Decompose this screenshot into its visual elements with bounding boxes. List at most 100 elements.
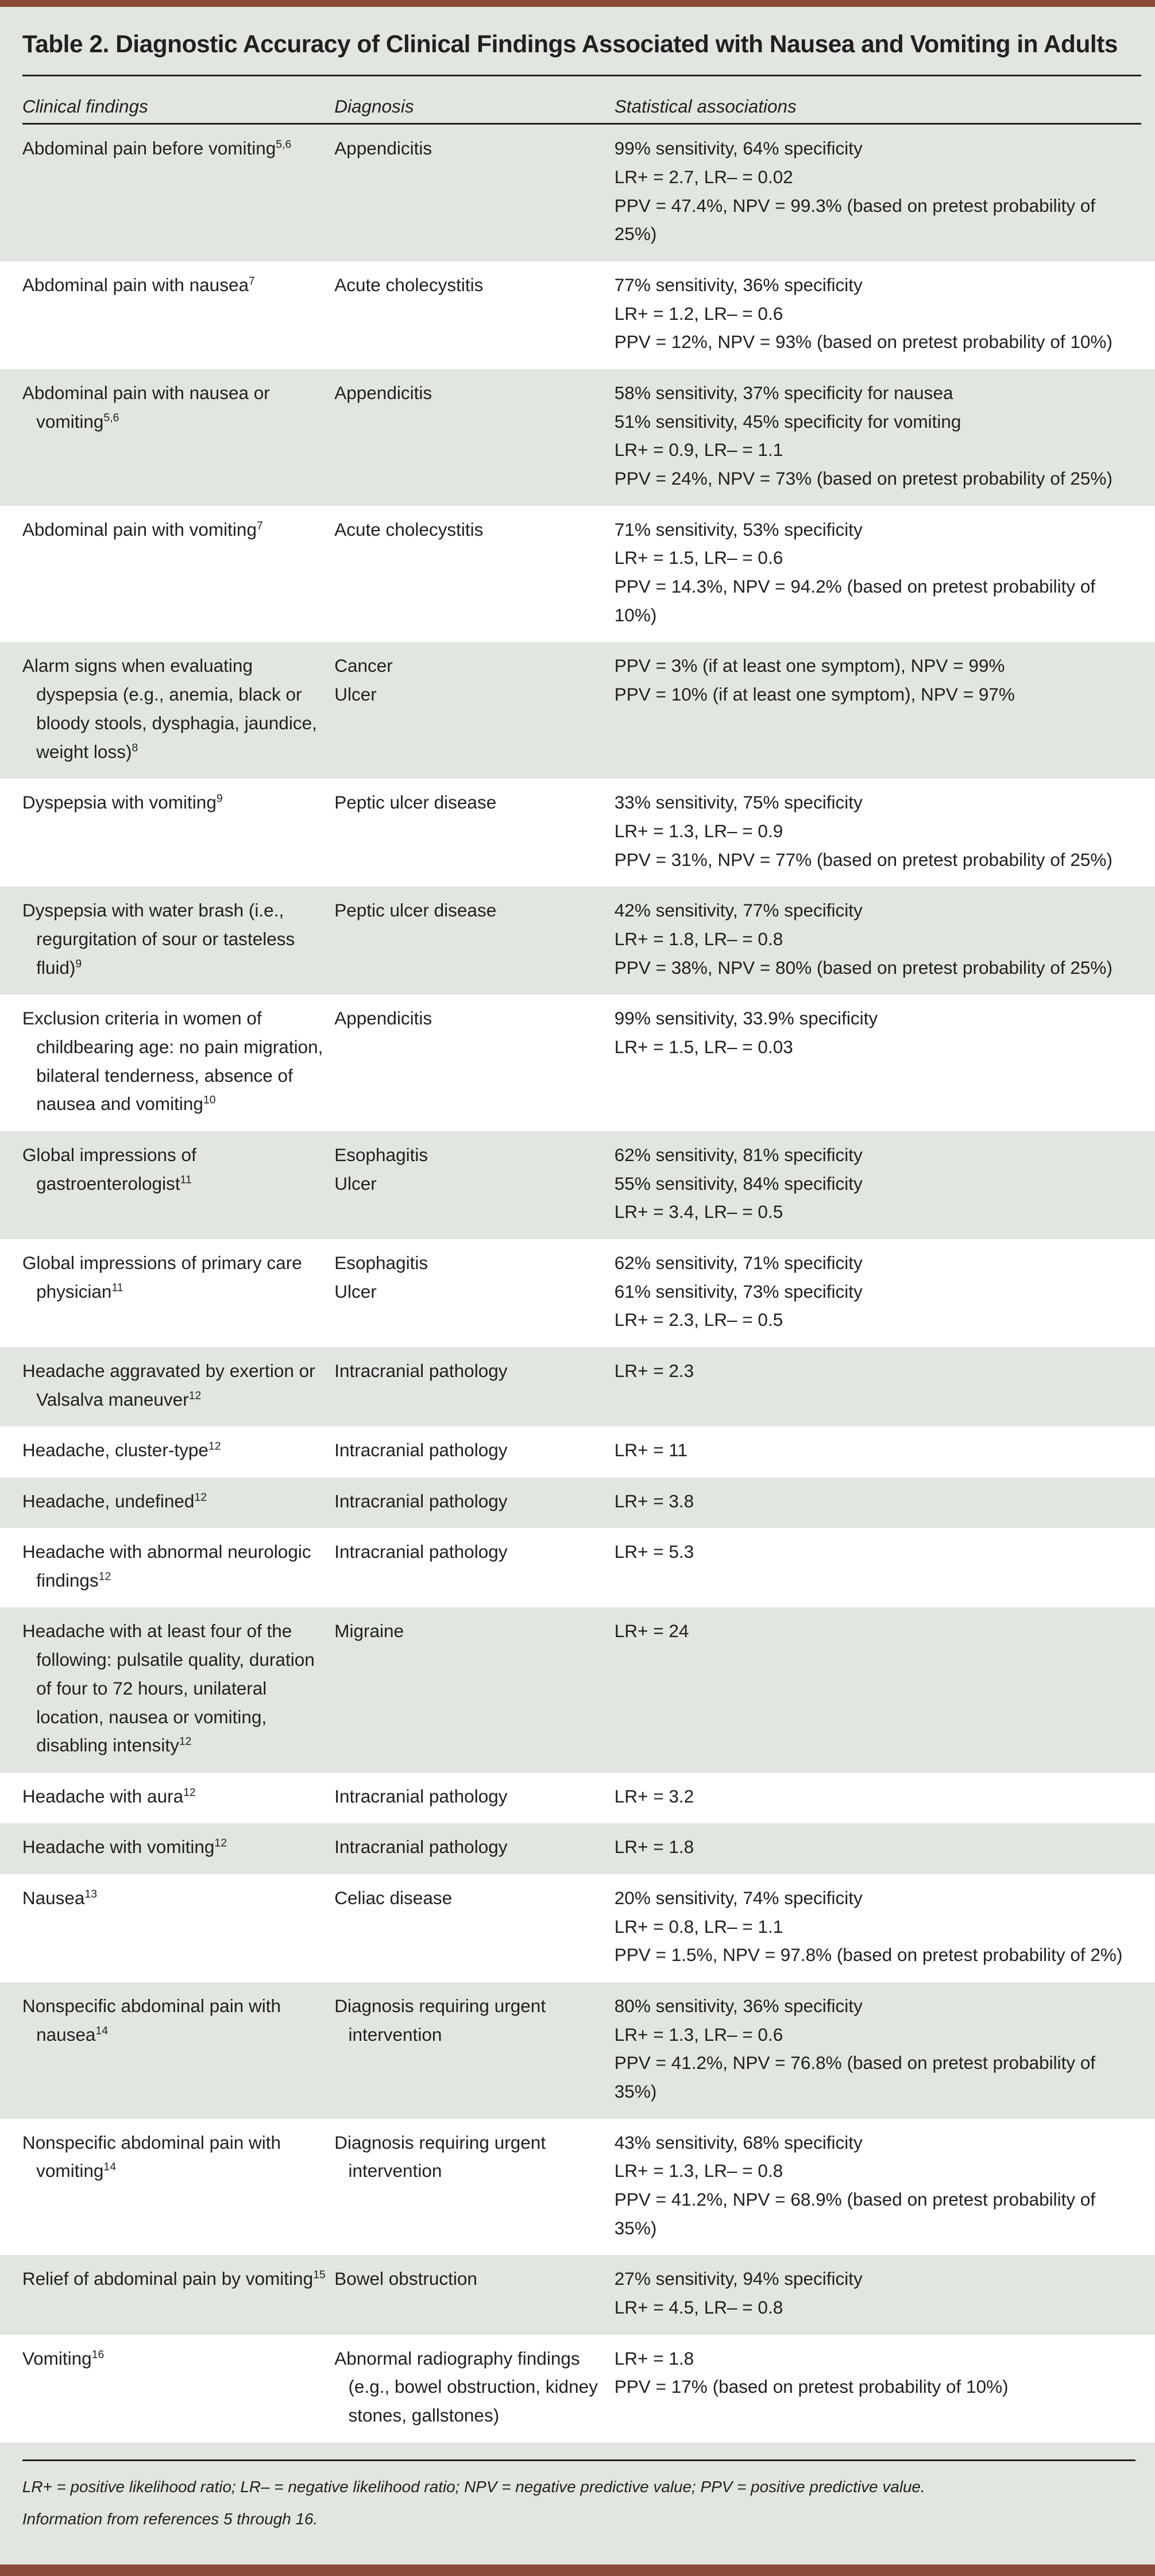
finding-text: Global impressions of primary care physi… [22, 1249, 334, 1306]
statistic-line: 77% sensitivity, 36% specificity [614, 274, 863, 295]
diagnosis-line: Esophagitis [334, 1252, 428, 1273]
table-row: Relief of abdominal pain by vomiting15 Bo… [0, 2255, 1155, 2335]
cell-clinical-finding: Headache with abnormal neurologic findin… [22, 1538, 334, 1595]
cell-clinical-finding: Dyspepsia with water brash (i.e., regurg… [22, 896, 334, 982]
reference-superscript: 8 [132, 741, 138, 754]
table-row: Dyspepsia with water brash (i.e., regurg… [0, 887, 1155, 995]
cell-statistics: 58% sensitivity, 37% specificity for nau… [615, 379, 1141, 493]
table-row: Alarm signs when evaluating dyspepsia (e… [0, 642, 1155, 779]
statistic-line: LR+ = 1.3, LR– = 0.6 [614, 2024, 783, 2045]
finding-text: Headache with at least four of the follo… [22, 1617, 334, 1760]
diagnosis-line: Ulcer [334, 1281, 377, 1302]
statistic-line: LR+ = 3.8 [614, 1490, 694, 1511]
table-header: Clinical findings Diagnosis Statistical … [0, 76, 1155, 123]
table-row: Dyspepsia with vomiting9 Peptic ulcer dis… [0, 779, 1155, 887]
finding-text: Dyspepsia with vomiting9 [22, 788, 334, 817]
cell-diagnosis: Abnormal radiography findings (e.g., bow… [334, 2345, 615, 2430]
diagnosis-line: Peptic ulcer disease [334, 900, 497, 921]
finding-label: Dyspepsia with water brash (i.e., regurg… [22, 900, 295, 978]
table-footer: LR+ = positive likelihood ratio; LR– = n… [0, 2442, 1155, 2565]
table-row: Nausea13 Celiac disease 20% sensitivity, 7… [0, 1874, 1155, 1982]
statistic-line: PPV = 1.5%, NPV = 97.8% (based on pretes… [614, 1944, 1123, 1966]
cell-diagnosis: Intracranial pathology [334, 1487, 615, 1516]
diagnosis-line: Appendicitis [334, 138, 432, 159]
cell-clinical-finding: Alarm signs when evaluating dyspepsia (e… [22, 652, 334, 766]
cell-diagnosis: Intracranial pathology [334, 1782, 615, 1811]
footnote-abbreviations: LR+ = positive likelihood ratio; LR– = n… [22, 2477, 925, 2496]
cell-clinical-finding: Relief of abdominal pain by vomiting15 [22, 2265, 334, 2322]
finding-label: Exclusion criteria in women of childbear… [22, 1008, 323, 1115]
header-rule [22, 122, 1141, 125]
diagnosis-line: Intracranial pathology [334, 1541, 508, 1562]
statistic-line: 62% sensitivity, 71% specificity [614, 1252, 863, 1273]
finding-label: Headache with vomiting [22, 1836, 215, 1858]
cell-clinical-finding: Headache, cluster-type12 [22, 1436, 334, 1465]
statistic-line: LR+ = 1.3, LR– = 0.8 [614, 2160, 783, 2182]
diagnosis-line: Diagnosis requiring urgent intervention [334, 2132, 546, 2182]
cell-statistics: LR+ = 3.8 [615, 1487, 1141, 1516]
cell-statistics: 99% sensitivity, 33.9% specificity LR+ = … [615, 1004, 1141, 1119]
cell-diagnosis: Esophagitis Ulcer [334, 1249, 615, 1335]
finding-text: Headache, cluster-type12 [22, 1436, 334, 1465]
statistic-line: 27% sensitivity, 94% specificity [614, 2268, 863, 2289]
statistic-line: PPV = 10% (if at least one symptom), NPV… [614, 684, 1015, 705]
title-box: Table 2. Diagnostic Accuracy of Clinical… [0, 7, 1155, 77]
diagnosis-line: Appendicitis [334, 382, 432, 403]
cell-clinical-finding: Headache, undefined12 [22, 1487, 334, 1516]
cell-statistics: 33% sensitivity, 75% specificity LR+ = 1.… [615, 788, 1141, 874]
cell-statistics: LR+ = 1.8 [615, 1833, 1141, 1862]
cell-statistics: 20% sensitivity, 74% specificity LR+ = 0.… [615, 1884, 1141, 1970]
statistic-line: LR+ = 2.7, LR– = 0.02 [614, 166, 793, 187]
table-row: Headache with abnormal neurologic findin… [0, 1528, 1155, 1607]
finding-text: Global impressions of gastroenterologist… [22, 1141, 334, 1198]
cell-diagnosis: Appendicitis [334, 134, 615, 249]
reference-superscript: 9 [75, 957, 82, 970]
statistic-line: LR+ = 11 [614, 1440, 688, 1461]
statistic-line: PPV = 17% (based on pretest probability … [614, 2376, 1009, 2397]
finding-text: Nausea13 [22, 1884, 334, 1913]
diagnosis-line: Acute cholecystitis [334, 519, 484, 540]
diagnosis-line: Intracranial pathology [334, 1836, 508, 1858]
finding-label: Vomiting [22, 2347, 92, 2369]
diagnosis-line: Intracranial pathology [334, 1360, 508, 1381]
finding-label: Nausea [22, 1887, 85, 1908]
diagnosis-line: Esophagitis [334, 1144, 428, 1165]
finding-text: Headache with aura12 [22, 1782, 334, 1811]
cell-diagnosis: Celiac disease [334, 1884, 615, 1970]
reference-superscript: 13 [84, 1887, 98, 1901]
reference-superscript: 5,6 [103, 411, 119, 424]
cell-diagnosis: Cancer Ulcer [334, 652, 615, 766]
statistic-line: LR+ = 24 [614, 1620, 689, 1642]
finding-label: Headache with aura [22, 1785, 184, 1807]
table-row: Exclusion criteria in women of childbear… [0, 995, 1155, 1131]
statistic-line: 62% sensitivity, 81% specificity [614, 1144, 863, 1165]
statistic-line: LR+ = 0.9, LR– = 1.1 [614, 439, 783, 461]
statistic-line: LR+ = 1.5, LR– = 0.6 [614, 547, 783, 568]
cell-clinical-finding: Headache with aura12 [22, 1782, 334, 1811]
statistic-line: 33% sensitivity, 75% specificity [614, 792, 863, 813]
cell-statistics: 77% sensitivity, 36% specificity LR+ = 1.… [615, 271, 1141, 357]
cell-clinical-finding: Nonspecific abdominal pain with vomiting… [22, 2129, 334, 2243]
bottom-accent-bar [0, 2565, 1155, 2576]
table-row: Global impressions of gastroenterologist… [0, 1131, 1155, 1239]
cell-statistics: PPV = 3% (if at least one symptom), NPV … [615, 652, 1141, 766]
finding-label: Headache with at least four of the follo… [22, 1620, 315, 1756]
finding-text: Headache aggravated by exertion or Valsa… [22, 1357, 334, 1414]
statistic-line: 71% sensitivity, 53% specificity [614, 519, 863, 540]
statistic-line: LR+ = 1.8 [614, 1836, 694, 1858]
cell-diagnosis: Intracranial pathology [334, 1538, 615, 1595]
cell-statistics: 99% sensitivity, 64% specificity LR+ = 2.… [615, 134, 1141, 249]
finding-label: Headache with abnormal neurologic findin… [22, 1541, 311, 1591]
header-clinical-findings: Clinical findings [22, 96, 148, 117]
finding-label: Abdominal pain with nausea or vomiting [22, 382, 270, 432]
table-row: Headache, cluster-type12 Intracranial pat… [0, 1426, 1155, 1477]
finding-text: Abdominal pain before vomiting5,6 [22, 134, 334, 163]
statistic-line: LR+ = 3.4, LR– = 0.5 [614, 1201, 783, 1223]
statistic-line: LR+ = 1.3, LR– = 0.9 [614, 820, 783, 841]
statistic-line: 61% sensitivity, 73% specificity [614, 1281, 863, 1302]
cell-diagnosis: Intracranial pathology [334, 1436, 615, 1465]
table-row: Abdominal pain with nausea or vomiting5,… [0, 369, 1155, 506]
cell-diagnosis: Intracranial pathology [334, 1357, 615, 1414]
table-row: Abdominal pain with nausea7 Acute cholecy… [0, 261, 1155, 369]
finding-text: Abdominal pain with nausea7 [22, 271, 334, 300]
